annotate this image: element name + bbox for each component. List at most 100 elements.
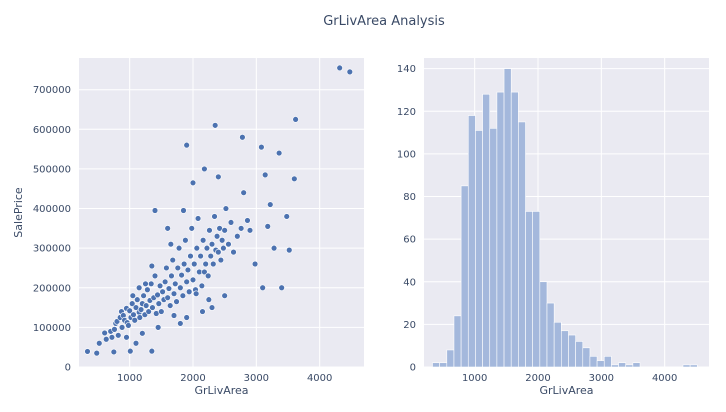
histogram-bar [510,91,519,368]
histogram-bar [482,93,491,368]
scatter-point [145,308,152,315]
scatter-point [186,288,193,295]
scatter-point [156,282,164,289]
scatter-point [215,173,222,181]
scatter-point [154,324,162,331]
histogram-x-tick-label: 3000 [589,373,614,384]
scatter-point [203,244,211,252]
scatter-point [189,179,197,186]
histogram-bar [460,185,469,368]
scatter-point [286,246,293,254]
scatter-point [93,349,100,357]
scatter-point [118,324,126,331]
histogram-bar [546,302,555,368]
scatter-point [172,280,179,288]
scatter-point [177,284,184,291]
scatter-point [148,280,155,288]
scatter-point [259,284,266,291]
scatter-point [213,233,221,240]
scatter-x-axis-label: GrLivArea [194,384,248,397]
histogram-bar [568,334,576,368]
scatter-point [84,348,91,355]
scatter-point [183,314,190,321]
histogram-y-tick-label: 40 [403,277,416,288]
scatter-point [108,334,116,341]
scatter-point [275,149,283,157]
scatter-point [175,244,183,252]
scatter-point [115,332,122,339]
scatter-point [291,175,298,183]
scatter-point [154,291,161,299]
scatter-point [101,329,108,337]
scatter-point [262,171,269,179]
scatter-point [227,219,235,226]
scatter-point [140,292,147,299]
scatter-point [205,296,213,303]
scatter-point [210,260,217,268]
scatter-point [183,278,190,286]
scatter-point [246,227,254,234]
scatter-point [208,240,216,248]
scatter-point [188,225,195,232]
scatter-point [278,284,285,291]
histogram-x-tick-label: 4000 [652,373,677,384]
scatter-point [192,290,200,297]
scatter-point [187,252,194,260]
scatter-point [221,227,228,234]
scatter-point [167,302,174,309]
scatter-point [220,244,227,252]
scatter-point [137,306,145,313]
scatter-point [292,116,299,123]
scatter-point [267,201,274,208]
histogram-bar [496,91,505,368]
scatter-point [198,282,206,289]
histogram-x-tick-labels: 1000 2000 3000 4000 [462,373,677,384]
scatter-point [130,311,137,318]
scatter-point [135,284,143,291]
histogram-bar [539,281,548,368]
scatter-point [336,64,343,72]
scatter-point [201,165,208,173]
scatter-point [211,213,218,220]
scatter-point [148,347,156,355]
scatter-point [237,225,245,232]
scatter-panel: 1000 2000 3000 4000 0 100000 200000 300000 4000… [12,58,364,397]
scatter-point [125,322,132,329]
histogram-bar [689,364,698,368]
histogram-bar [589,356,598,368]
histogram-bar [575,341,584,368]
scatter-y-axis-label: SalePrice [12,187,25,238]
scatter-x-tick-label: 1000 [117,373,142,384]
scatter-point [217,256,225,264]
scatter-point [251,260,259,268]
histogram-bar [596,360,605,368]
scatter-point [182,237,189,244]
scatter-y-tick-labels: 0 100000 200000 300000 400000 500000 600000 700… [33,85,71,373]
scatter-point [136,314,144,321]
scatter-point [170,312,178,319]
scatter-point [191,260,198,268]
scatter-point [201,268,208,276]
scatter-point [215,248,222,256]
scatter-x-tick-label: 4000 [307,373,332,384]
histogram-bar [453,315,462,368]
histogram-bar [439,362,448,368]
scatter-point [163,264,170,272]
scatter-point [234,233,241,240]
scatter-point [230,248,237,256]
histogram-bar [446,349,455,368]
scatter-point [199,237,207,244]
histogram-bar [532,211,541,368]
histogram-bar [632,362,641,368]
histogram-y-tick-label: 20 [403,320,416,331]
scatter-point [139,330,146,337]
histogram-x-axis-label: GrLivArea [539,384,593,397]
scatter-x-tick-label: 2000 [180,373,205,384]
scatter-point [132,340,140,347]
histogram-bar [518,121,526,368]
scatter-point [194,215,202,222]
scatter-y-tick-label: 0 [65,363,71,374]
scatter-point [199,308,206,315]
scatter-y-tick-label: 400000 [33,204,71,215]
histogram-bar [475,130,483,368]
